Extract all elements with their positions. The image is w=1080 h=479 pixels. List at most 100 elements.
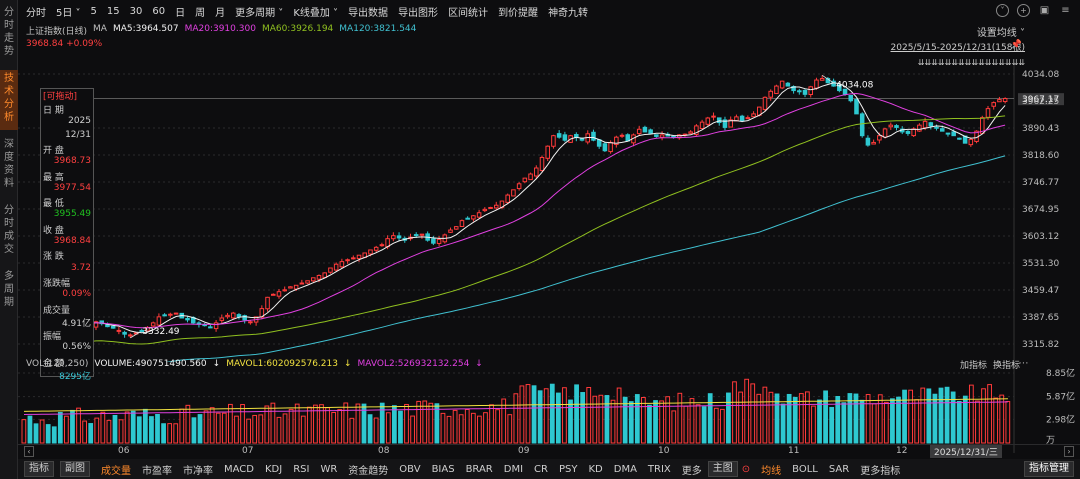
indicator-tab-12[interactable]: BRAR	[465, 463, 493, 475]
toolbar-item-7[interactable]: 周	[195, 7, 206, 19]
more-icon[interactable]: ⋯	[1018, 358, 1029, 369]
candle-body	[939, 128, 945, 132]
toolbar-item-5[interactable]: 60	[152, 5, 166, 17]
indicator-tab-8[interactable]: WR	[320, 463, 338, 475]
collapse-arrows-icon[interactable]: ⇊⇊⇊⇊⇊⇊⇊⇊⇊⇊⇊⇊⇊⇊⇊⇊	[917, 58, 1025, 67]
candle-body	[328, 267, 333, 273]
volume-bar	[792, 396, 798, 444]
indicator-tab-9[interactable]: 资金趋势	[348, 465, 389, 477]
indicator-tab-22[interactable]: BOLL	[792, 463, 818, 475]
pin-icon[interactable]: 📌	[1010, 40, 1022, 50]
collapse-icon[interactable]: ˅	[996, 4, 1009, 17]
indicator-tab-7[interactable]: RSI	[293, 463, 310, 475]
kline-chart-panel[interactable]: 4034.08 3967.17 3962.25 3890.43 3818.60 3746.…	[18, 22, 1080, 382]
volume-bar	[319, 404, 324, 444]
ohlc-info-panel[interactable]: [可拖动] 日 期 2025 12/31 开 盘 3968.73 最 高 3977.54 最 低…	[40, 88, 94, 382]
rail-tab-2[interactable]: 深度资料	[4, 139, 14, 189]
candle-body	[459, 220, 465, 228]
add-indicator-button[interactable]: 加指标	[959, 361, 987, 371]
volume-bar	[76, 407, 81, 444]
candle-body	[728, 119, 733, 128]
indicator-tab-3[interactable]: 市盈率	[142, 465, 172, 477]
volume-bar	[859, 399, 865, 444]
volume-panel[interactable]: 8.85亿 5.87亿 2.98亿万 VOL(120,250) VOLUME:490…	[18, 355, 1080, 453]
toolbar-item-1[interactable]: 5日 ˅	[56, 7, 81, 19]
indicator-tab-17[interactable]: DMA	[613, 463, 637, 475]
volume-bar	[446, 415, 452, 444]
menu-icon[interactable]: ≡	[1061, 5, 1070, 16]
candle-body	[556, 133, 562, 138]
volume-bar	[33, 423, 39, 444]
layout-icon[interactable]: ▣	[1039, 5, 1050, 16]
indicator-tab-6[interactable]: KDJ	[264, 463, 283, 475]
volume-bar	[246, 418, 251, 444]
candle-body	[951, 131, 956, 137]
indicator-tab-4[interactable]: 市净率	[183, 465, 213, 477]
candle-body	[768, 90, 773, 98]
toolbar-item-15[interactable]: 神奇九转	[548, 7, 589, 19]
toolbar-item-4[interactable]: 30	[129, 5, 143, 17]
indicator-tab-0[interactable]: 指标	[24, 461, 54, 477]
toolbar-item-2[interactable]: 5	[90, 5, 97, 17]
info-panel-title[interactable]: [可拖动]	[43, 92, 78, 102]
settings-icon[interactable]: ⊙	[741, 463, 751, 475]
rail-tab-4[interactable]: 多周期	[4, 271, 14, 308]
toolbar-item-3[interactable]: 15	[106, 5, 120, 17]
toolbar-item-10[interactable]: K线叠加 ˅	[293, 7, 339, 19]
scroll-left-icon[interactable]: ‹	[24, 446, 34, 457]
toolbar-item-11[interactable]: 导出数据	[348, 7, 389, 19]
volume-bar	[27, 415, 33, 444]
period-toolbar: 分时 5日 ˅ 5 15 30 60 日周月更多周期 ˅ K线叠加 ˅ 导出数据 导出图形 区间统计…	[18, 0, 1080, 22]
toolbar-item-0[interactable]: 分时	[26, 7, 46, 19]
info-label: 日 期	[43, 106, 64, 116]
zoom-in-icon[interactable]: +	[1017, 4, 1030, 17]
toolbar-item-6[interactable]: 日	[175, 7, 186, 19]
toolbar-item-14[interactable]: 到价提醒	[498, 7, 539, 19]
volume-bar	[829, 406, 835, 444]
indicator-tab-16[interactable]: KD	[588, 463, 603, 475]
volume-bar	[677, 392, 683, 444]
toolbar-item-13[interactable]: 区间统计	[448, 7, 489, 19]
scroll-right-icon[interactable]: ›	[1064, 446, 1074, 457]
ma120-value: MA120:3821.544	[339, 24, 417, 34]
indicator-tab-25[interactable]: 指标管理	[1024, 461, 1074, 477]
toolbar-item-12[interactable]: 导出图形	[398, 7, 439, 19]
volume-bar	[422, 400, 428, 444]
indicator-tab-15[interactable]: PSY	[558, 463, 578, 475]
indicator-tab-24[interactable]: 更多指标	[860, 465, 901, 477]
toolbar-item-9[interactable]: 更多周期 ˅	[235, 7, 284, 19]
ma-legend: 上证指数(日线) MA MA5:3964.507 MA20:3910.300 M…	[26, 24, 416, 37]
indicator-actions: 加指标 换指标	[960, 358, 1020, 371]
candle-body	[413, 234, 419, 237]
candle-body	[882, 128, 888, 138]
rail-tab-3[interactable]: 分时成交	[4, 205, 14, 255]
indicator-tab-1[interactable]: 副图	[60, 461, 90, 477]
volume-bar	[962, 395, 968, 444]
price-tick-label: 3967.17	[1022, 95, 1059, 105]
time-axis[interactable]: ‹ › 06 07 08 09 10 11 12 2025/12/31/三	[18, 444, 1080, 458]
vol-label: VOL(120,250)	[26, 359, 89, 369]
indicator-tab-10[interactable]: OBV	[399, 463, 421, 475]
swap-indicator-button[interactable]: 换指标	[992, 361, 1020, 371]
date-range[interactable]: 2025/5/15-2025/12/31(158根)	[890, 43, 1025, 53]
indicator-tab-23[interactable]: SAR	[828, 463, 850, 475]
candle-body	[837, 84, 842, 92]
indicator-tab-18[interactable]: TRIX	[647, 463, 671, 475]
toolbar-item-8[interactable]: 月	[215, 7, 226, 19]
indicator-tab-14[interactable]: CR	[534, 463, 548, 475]
volume-bar	[343, 402, 349, 444]
indicator-tab-13[interactable]: DMI	[503, 463, 524, 475]
rail-tab-1[interactable]: 技术分析	[0, 70, 18, 130]
indicator-tab-21[interactable]: 均线	[761, 465, 782, 477]
indicator-tab-5[interactable]: MACD	[224, 463, 254, 475]
candle-body	[202, 324, 207, 327]
indicator-tab-19[interactable]: 更多	[681, 465, 702, 477]
indicator-tab-2[interactable]: 成交量	[101, 465, 131, 477]
set-ma-button[interactable]: 设置均线 ˅	[976, 28, 1025, 39]
price-tick-label: 4034.08	[1022, 70, 1059, 80]
indicator-tab-11[interactable]: BIAS	[431, 463, 455, 475]
rail-tab-0[interactable]: 分时走势	[4, 7, 14, 57]
indicator-tab-20[interactable]: 主图	[707, 461, 738, 477]
